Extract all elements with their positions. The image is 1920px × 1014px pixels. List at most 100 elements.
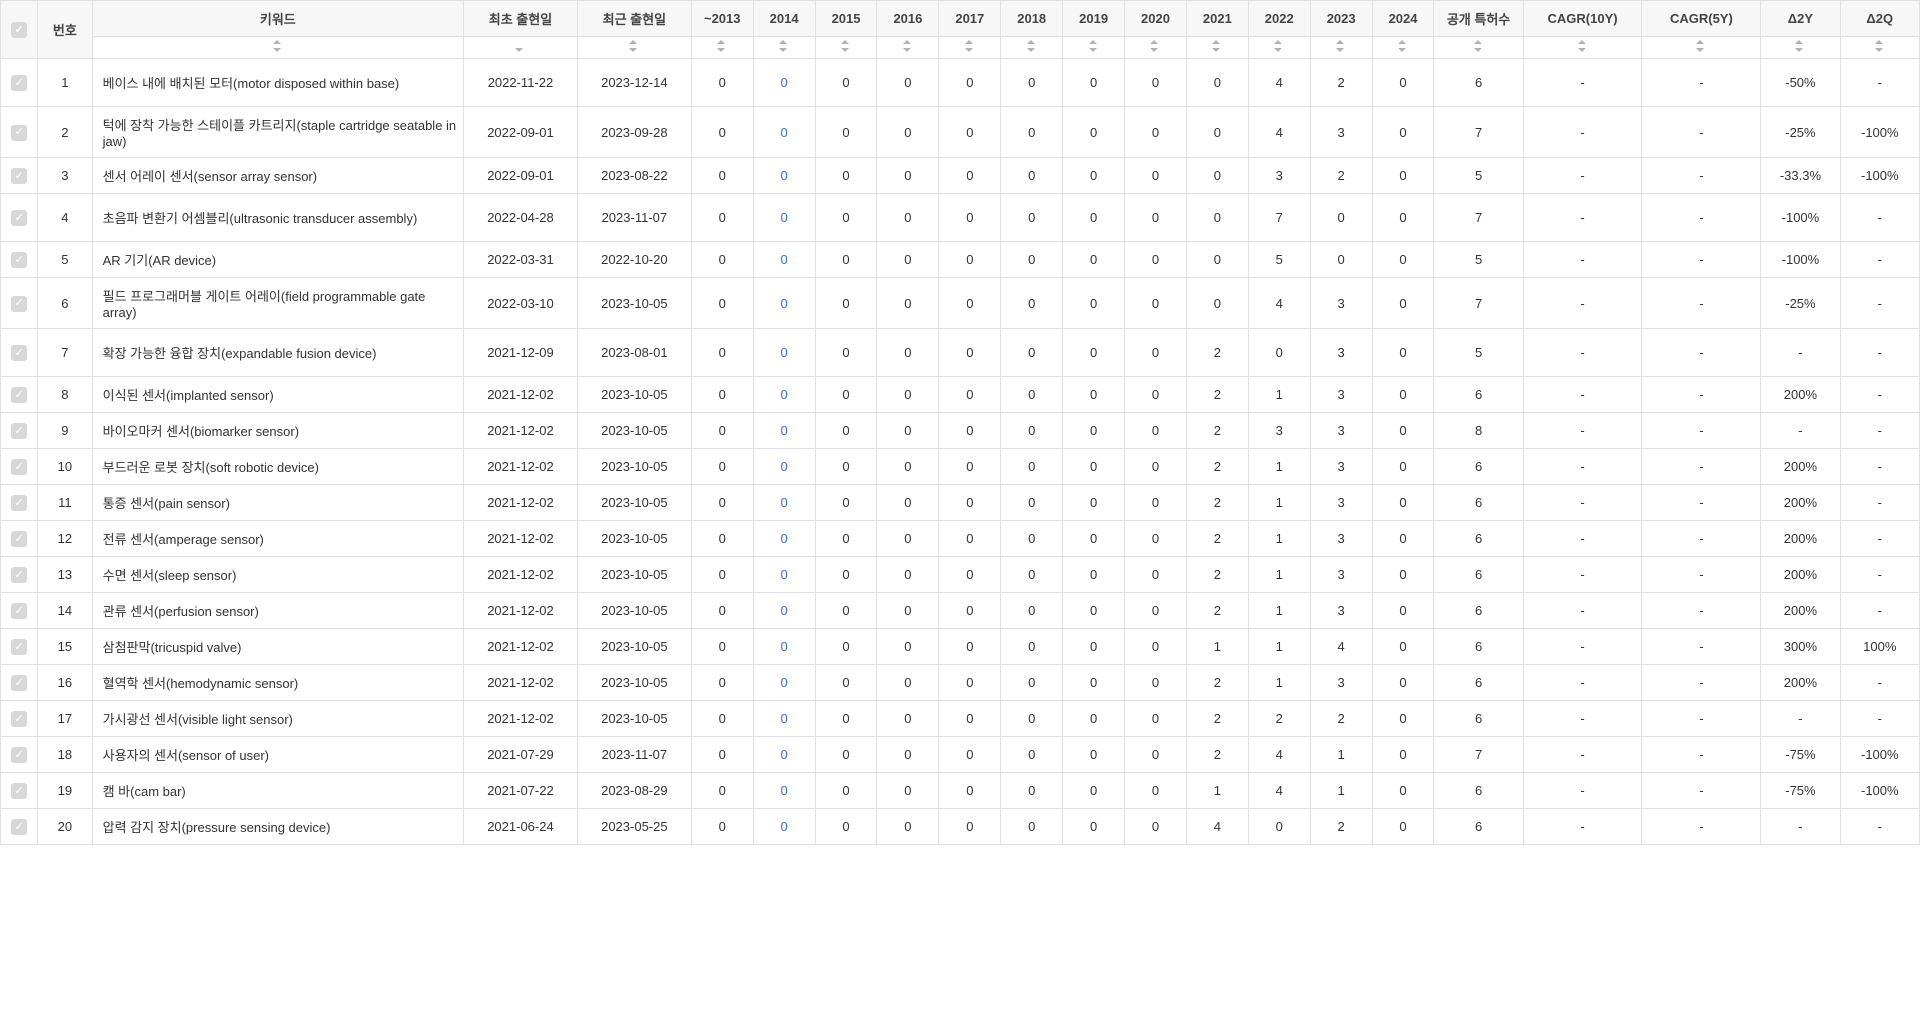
sort-2022[interactable] [1248,37,1310,59]
header-2022[interactable]: 2022 [1248,1,1310,37]
keyword-cell[interactable]: 캠 바(cam bar) [92,773,463,809]
header-2014[interactable]: 2014 [753,1,815,37]
keyword-cell[interactable]: 삼첨판막(tricuspid valve) [92,629,463,665]
row-checkbox[interactable]: ✓ [1,194,38,242]
row-checkbox[interactable]: ✓ [1,665,38,701]
row-checkbox[interactable]: ✓ [1,809,38,845]
header-d2q[interactable]: Δ2Q [1840,1,1919,37]
year-cell: 0 [753,329,815,377]
year-cell: 0 [1186,59,1248,107]
row-checkbox[interactable]: ✓ [1,521,38,557]
keyword-cell[interactable]: AR 기기(AR device) [92,242,463,278]
first-date: 2021-12-02 [464,521,578,557]
year-cell: 0 [1125,665,1187,701]
header-2017[interactable]: 2017 [939,1,1001,37]
year-cell: 0 [753,278,815,329]
row-checkbox[interactable]: ✓ [1,593,38,629]
keyword-cell[interactable]: 센서 어레이 센서(sensor array sensor) [92,158,463,194]
header-pre2013[interactable]: ~2013 [691,1,753,37]
header-2024[interactable]: 2024 [1372,1,1434,37]
keyword-cell[interactable]: 이식된 센서(implanted sensor) [92,377,463,413]
row-checkbox[interactable]: ✓ [1,701,38,737]
year-cell: 0 [815,593,877,629]
sort-d2q[interactable] [1840,37,1919,59]
year-cell: 0 [815,59,877,107]
row-checkbox[interactable]: ✓ [1,773,38,809]
d2y-cell: - [1761,329,1840,377]
sort-cagr5[interactable] [1642,37,1761,59]
row-checkbox[interactable]: ✓ [1,377,38,413]
sort-2014[interactable] [753,37,815,59]
header-2021[interactable]: 2021 [1186,1,1248,37]
year-cell: 0 [1125,107,1187,158]
row-checkbox[interactable]: ✓ [1,158,38,194]
keyword-cell[interactable]: 혈역학 센서(hemodynamic sensor) [92,665,463,701]
sort-last-date[interactable] [577,37,691,59]
header-d2y[interactable]: Δ2Y [1761,1,1840,37]
year-cell: 0 [1372,629,1434,665]
sort-cagr10[interactable] [1523,37,1642,59]
sort-2017[interactable] [939,37,1001,59]
year-cell: 0 [691,107,753,158]
keyword-cell[interactable]: 턱에 장착 가능한 스테이플 카트리지(staple cartridge sea… [92,107,463,158]
keyword-cell[interactable]: 베이스 내에 배치된 모터(motor disposed within base… [92,59,463,107]
row-checkbox[interactable]: ✓ [1,449,38,485]
keyword-cell[interactable]: 확장 가능한 융합 장치(expandable fusion device) [92,329,463,377]
sort-2018[interactable] [1001,37,1063,59]
header-checkbox[interactable]: ✓ [1,1,38,59]
row-checkbox[interactable]: ✓ [1,629,38,665]
keyword-cell[interactable]: 관류 센서(perfusion sensor) [92,593,463,629]
keyword-cell[interactable]: 필드 프로그래머블 게이트 어레이(field programmable gat… [92,278,463,329]
row-checkbox[interactable]: ✓ [1,107,38,158]
sort-first-date[interactable] [464,37,578,59]
header-2016[interactable]: 2016 [877,1,939,37]
year-cell: 0 [877,158,939,194]
keyword-cell[interactable]: 가시광선 센서(visible light sensor) [92,701,463,737]
header-patents[interactable]: 공개 특허수 [1434,1,1523,37]
sort-keyword[interactable] [92,37,463,59]
year-cell: 0 [1372,242,1434,278]
header-2019[interactable]: 2019 [1063,1,1125,37]
keyword-cell[interactable]: 수면 센서(sleep sensor) [92,557,463,593]
keyword-cell[interactable]: 바이오마커 센서(biomarker sensor) [92,413,463,449]
sort-2021[interactable] [1186,37,1248,59]
row-checkbox[interactable]: ✓ [1,485,38,521]
year-cell: 0 [1125,329,1187,377]
keyword-cell[interactable]: 초음파 변환기 어셈블리(ultrasonic transducer assem… [92,194,463,242]
header-2015[interactable]: 2015 [815,1,877,37]
row-checkbox[interactable]: ✓ [1,278,38,329]
keyword-cell[interactable]: 부드러운 로봇 장치(soft robotic device) [92,449,463,485]
row-checkbox[interactable]: ✓ [1,242,38,278]
sort-2015[interactable] [815,37,877,59]
header-last-date[interactable]: 최근 출현일 [577,1,691,37]
row-checkbox[interactable]: ✓ [1,737,38,773]
header-cagr10[interactable]: CAGR(10Y) [1523,1,1642,37]
header-num[interactable]: 번호 [38,1,92,59]
year-cell: 0 [815,629,877,665]
keyword-cell[interactable]: 사용자의 센서(sensor of user) [92,737,463,773]
header-2018[interactable]: 2018 [1001,1,1063,37]
sort-2019[interactable] [1063,37,1125,59]
sort-2023[interactable] [1310,37,1372,59]
row-checkbox[interactable]: ✓ [1,59,38,107]
keyword-cell[interactable]: 통증 센서(pain sensor) [92,485,463,521]
keyword-cell[interactable]: 압력 감지 장치(pressure sensing device) [92,809,463,845]
row-checkbox[interactable]: ✓ [1,557,38,593]
sort-d2y[interactable] [1761,37,1840,59]
header-2020[interactable]: 2020 [1125,1,1187,37]
keyword-cell[interactable]: 전류 센서(amperage sensor) [92,521,463,557]
d2q-cell: 100% [1840,629,1919,665]
header-cagr5[interactable]: CAGR(5Y) [1642,1,1761,37]
sort-2024[interactable] [1372,37,1434,59]
sort-2016[interactable] [877,37,939,59]
table-row: ✓13수면 센서(sleep sensor)2021-12-022023-10-… [1,557,1920,593]
header-first-date[interactable]: 최초 출현일 [464,1,578,37]
sort-pre2013[interactable] [691,37,753,59]
year-cell: 0 [691,377,753,413]
header-2023[interactable]: 2023 [1310,1,1372,37]
sort-patents[interactable] [1434,37,1523,59]
sort-2020[interactable] [1125,37,1187,59]
row-checkbox[interactable]: ✓ [1,329,38,377]
header-keyword[interactable]: 키워드 [92,1,463,37]
row-checkbox[interactable]: ✓ [1,413,38,449]
